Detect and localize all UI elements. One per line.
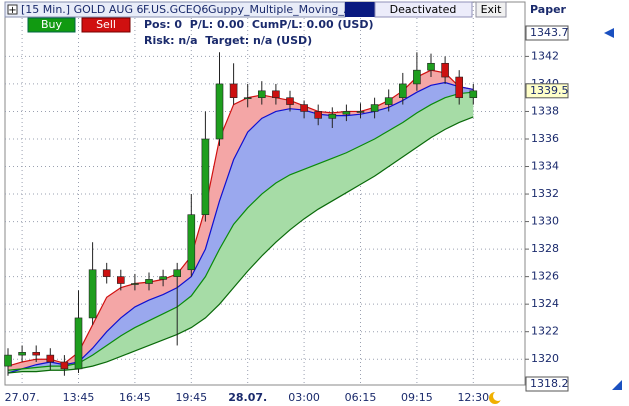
y-tick-label: 1322	[531, 325, 559, 338]
candle-body	[469, 90, 478, 98]
x-tick-label: 28.07.	[228, 391, 267, 404]
candle-body	[46, 354, 55, 363]
candle-body	[102, 269, 111, 277]
y-tick-label: 1332	[531, 187, 559, 200]
exit-button[interactable]	[475, 1, 507, 18]
y-tick-label: 1336	[531, 132, 559, 145]
y-tick-label: 1324	[531, 297, 559, 310]
y-max-label-box	[525, 25, 569, 41]
candle-body	[328, 113, 337, 119]
resize-arrow[interactable]	[612, 380, 622, 390]
candle-body	[4, 354, 12, 367]
candle-body	[145, 279, 153, 284]
x-tick-label: 16:45	[119, 391, 151, 404]
candle-body	[88, 269, 97, 319]
candle-body	[18, 352, 26, 356]
candle-body	[32, 352, 41, 356]
candle-body	[441, 62, 449, 78]
risk: Risk: n/a Target: n/a (USD)	[144, 34, 312, 47]
exit-label: Exit	[481, 3, 503, 16]
candle-body	[215, 83, 224, 140]
y-tick-label: 1328	[531, 242, 559, 255]
candle-body	[117, 276, 125, 284]
candle-body	[131, 283, 139, 285]
candle-body	[257, 90, 266, 98]
x-tick-label: 09:15	[401, 391, 433, 404]
y-min-label-box	[525, 376, 569, 392]
candle-body	[243, 97, 252, 99]
sell-button[interactable]	[81, 17, 131, 33]
candle-body	[159, 276, 167, 280]
candle-body	[427, 62, 435, 71]
x-tick-label: 19:45	[175, 391, 207, 404]
moving-average	[7, 116, 474, 374]
status-box[interactable]	[374, 1, 473, 18]
strategy: Guppy_Multiple_Moving_Aver	[208, 3, 369, 16]
expand-glyph: +	[8, 5, 16, 16]
moving-average	[7, 81, 474, 374]
candle-body	[229, 83, 238, 98]
candle-body	[173, 269, 181, 277]
plot-area	[4, 2, 525, 385]
candle-body	[272, 90, 280, 98]
candle-body	[398, 83, 407, 98]
position: Pos: 0 P/L: 0.00 CumP/L: 0.00 (USD)	[144, 18, 374, 31]
status: Deactivated	[390, 3, 457, 16]
x-tick-label: 13:45	[63, 391, 95, 404]
expand-icon[interactable]	[7, 4, 18, 15]
instrument: [15 Min.] GOLD AUG 6	[21, 3, 143, 16]
y-tick-label: 1334	[531, 160, 559, 173]
y-tick-label: 1320	[531, 352, 559, 365]
candle-body	[342, 111, 351, 115]
candle-body	[413, 69, 421, 85]
candle-body	[300, 104, 308, 112]
sell-label: Sell	[96, 18, 116, 31]
buy-button[interactable]	[27, 17, 76, 33]
account: Paper	[530, 3, 567, 16]
scroll-arrow[interactable]	[604, 28, 614, 38]
session-icon-cut	[493, 391, 503, 401]
x-tick-label: 06:15	[345, 391, 377, 404]
band-fill	[8, 70, 474, 373]
symbol: F.US.GCEQ6	[143, 3, 208, 16]
candle-body	[286, 97, 294, 105]
candle-body	[384, 97, 393, 105]
header: + [15 Min.] GOLD AUG 6 F.US.GCEQ6 Guppy_…	[4, 1, 567, 47]
y-tick-label: 1338	[531, 104, 559, 117]
last-price-label: 1339.5	[530, 84, 569, 97]
candle-body	[455, 76, 464, 98]
y-tick-label: 1330	[531, 215, 559, 228]
y-max-label: 1343.7	[530, 26, 569, 39]
buy-label: Buy	[41, 18, 63, 31]
y-tick-label: 1342	[531, 49, 559, 62]
candle-body	[370, 104, 379, 112]
candle-body	[60, 361, 69, 370]
candle-body	[201, 138, 210, 215]
moving-average	[7, 91, 474, 371]
candle-body	[74, 317, 83, 370]
x-tick-label: 12:30	[457, 391, 489, 404]
x-tick-label: 03:00	[288, 391, 320, 404]
moving-average	[7, 69, 474, 367]
y-min-label: 1318.2	[530, 377, 569, 390]
candle-body	[356, 111, 365, 113]
strategy-selected	[345, 2, 375, 17]
last-price-label-box	[525, 83, 569, 99]
candle-body	[187, 214, 196, 271]
band-fill	[8, 92, 474, 373]
x-tick-label: 27.07.	[5, 391, 40, 404]
y-tick-label: 1326	[531, 270, 559, 283]
candle-body	[314, 111, 323, 119]
